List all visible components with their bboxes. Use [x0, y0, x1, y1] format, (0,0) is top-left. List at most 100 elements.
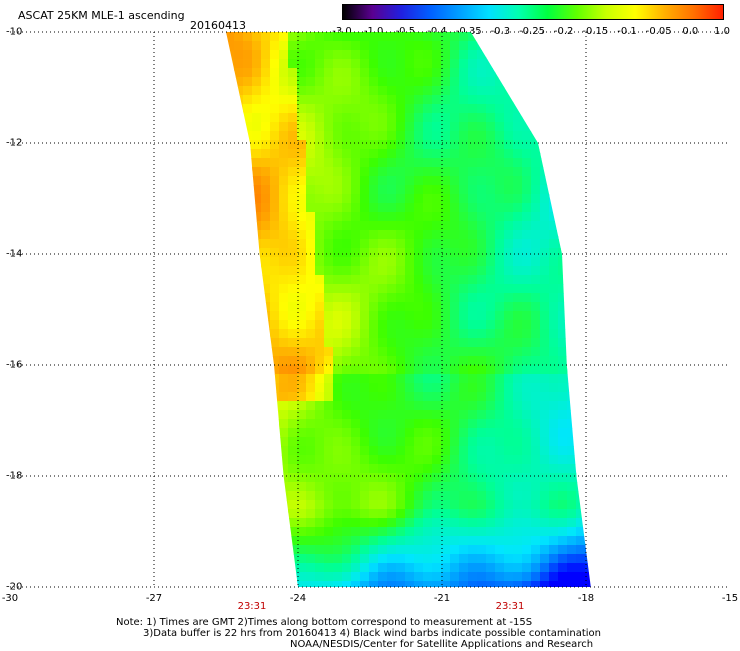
swath-cell — [540, 203, 550, 213]
swath-cell — [351, 329, 361, 339]
swath-cell — [540, 356, 550, 366]
swath-cell — [459, 572, 469, 582]
swath-cell — [378, 131, 388, 141]
swath-cell — [216, 302, 226, 312]
swath-cell — [504, 329, 514, 339]
swath-cell — [387, 32, 397, 42]
swath-cell — [243, 302, 253, 312]
swath-cell — [387, 158, 397, 168]
swath-cell — [207, 59, 217, 69]
swath-cell — [459, 32, 469, 42]
swath-cell — [468, 419, 478, 429]
swath-cell — [486, 500, 496, 510]
swath-cell — [360, 266, 370, 276]
swath-cell — [477, 77, 487, 87]
swath-cell — [522, 581, 532, 587]
swath-cell — [333, 554, 343, 564]
swath-cell — [198, 230, 208, 240]
swath-cell — [306, 302, 316, 312]
swath-cell — [567, 392, 577, 402]
swath-cell — [423, 248, 433, 258]
swath-cell — [226, 392, 235, 402]
swath-cell — [216, 167, 226, 177]
swath-cell — [333, 194, 343, 204]
swath-cell — [261, 338, 271, 348]
swath-cell — [594, 185, 604, 195]
swath-cell — [226, 365, 235, 375]
swath-cell — [369, 275, 379, 285]
swath-cell — [468, 95, 478, 105]
swath-cell — [216, 140, 226, 150]
swath-cell — [270, 203, 280, 213]
swath-cell — [297, 320, 307, 330]
swath-cell — [207, 122, 217, 132]
swath-cell — [279, 122, 289, 132]
swath-cell — [207, 581, 217, 591]
swath-cell — [333, 527, 343, 537]
swath-cell — [360, 275, 370, 285]
swath-cell — [513, 455, 523, 465]
swath-cell — [486, 563, 496, 573]
swath-cell — [540, 554, 550, 564]
swath-cell — [333, 275, 343, 285]
swath-cell — [405, 95, 415, 105]
swath-cell — [558, 536, 568, 546]
swath-cell — [504, 131, 514, 141]
swath-cell — [405, 41, 415, 51]
swath-cell — [441, 122, 451, 132]
swath-cell — [234, 365, 244, 375]
swath-cell — [216, 122, 226, 132]
swath-cell — [189, 59, 199, 69]
swath-cell — [279, 464, 289, 474]
swath-cell — [396, 140, 406, 150]
swath-cell — [540, 77, 550, 87]
swath-cell — [207, 113, 217, 123]
swath-cell — [540, 437, 550, 447]
swath-cell — [558, 563, 568, 573]
swath-cell — [315, 68, 325, 78]
swath-cell — [531, 455, 541, 465]
swath-cell — [342, 581, 352, 587]
swath-cell — [450, 122, 460, 132]
swath-cell — [252, 203, 262, 213]
swath-cell — [342, 401, 352, 411]
swath-cell — [495, 518, 505, 528]
swath-cell — [432, 419, 442, 429]
swath-cell — [234, 509, 244, 519]
swath-cell — [342, 563, 352, 573]
swath-cell — [468, 374, 478, 384]
swath-cell — [567, 140, 577, 150]
swath-cell — [414, 203, 424, 213]
swath-cell — [378, 500, 388, 510]
swath-cell — [459, 437, 469, 447]
swath-cell — [405, 230, 415, 240]
swath-cell — [333, 329, 343, 339]
swath-cell — [594, 581, 604, 591]
swath-cell — [243, 95, 253, 105]
swath-cell — [594, 167, 604, 177]
swath-cell — [252, 59, 262, 69]
swath-cell — [378, 194, 388, 204]
swath-cell — [540, 50, 550, 60]
swath-cell — [477, 275, 487, 285]
swath-cell — [513, 428, 523, 438]
swath-cell — [306, 482, 316, 492]
swath-cell — [423, 122, 433, 132]
swath-cell — [288, 86, 298, 96]
swath-cell — [504, 473, 514, 483]
swath-cell — [567, 95, 577, 105]
swath-cell — [468, 320, 478, 330]
swath-cell — [378, 266, 388, 276]
swath-cell — [252, 437, 262, 447]
swath-cell — [198, 275, 208, 285]
swath-cell — [252, 32, 262, 42]
swath-cell — [360, 311, 370, 321]
swath-cell — [180, 410, 190, 420]
swath-cell — [189, 68, 199, 78]
swath-cell — [252, 95, 262, 105]
swath-cell — [180, 509, 190, 519]
swath-cell — [261, 239, 271, 249]
swath-cell — [549, 221, 559, 231]
swath-cell — [576, 167, 586, 177]
swath-cell — [369, 212, 379, 222]
